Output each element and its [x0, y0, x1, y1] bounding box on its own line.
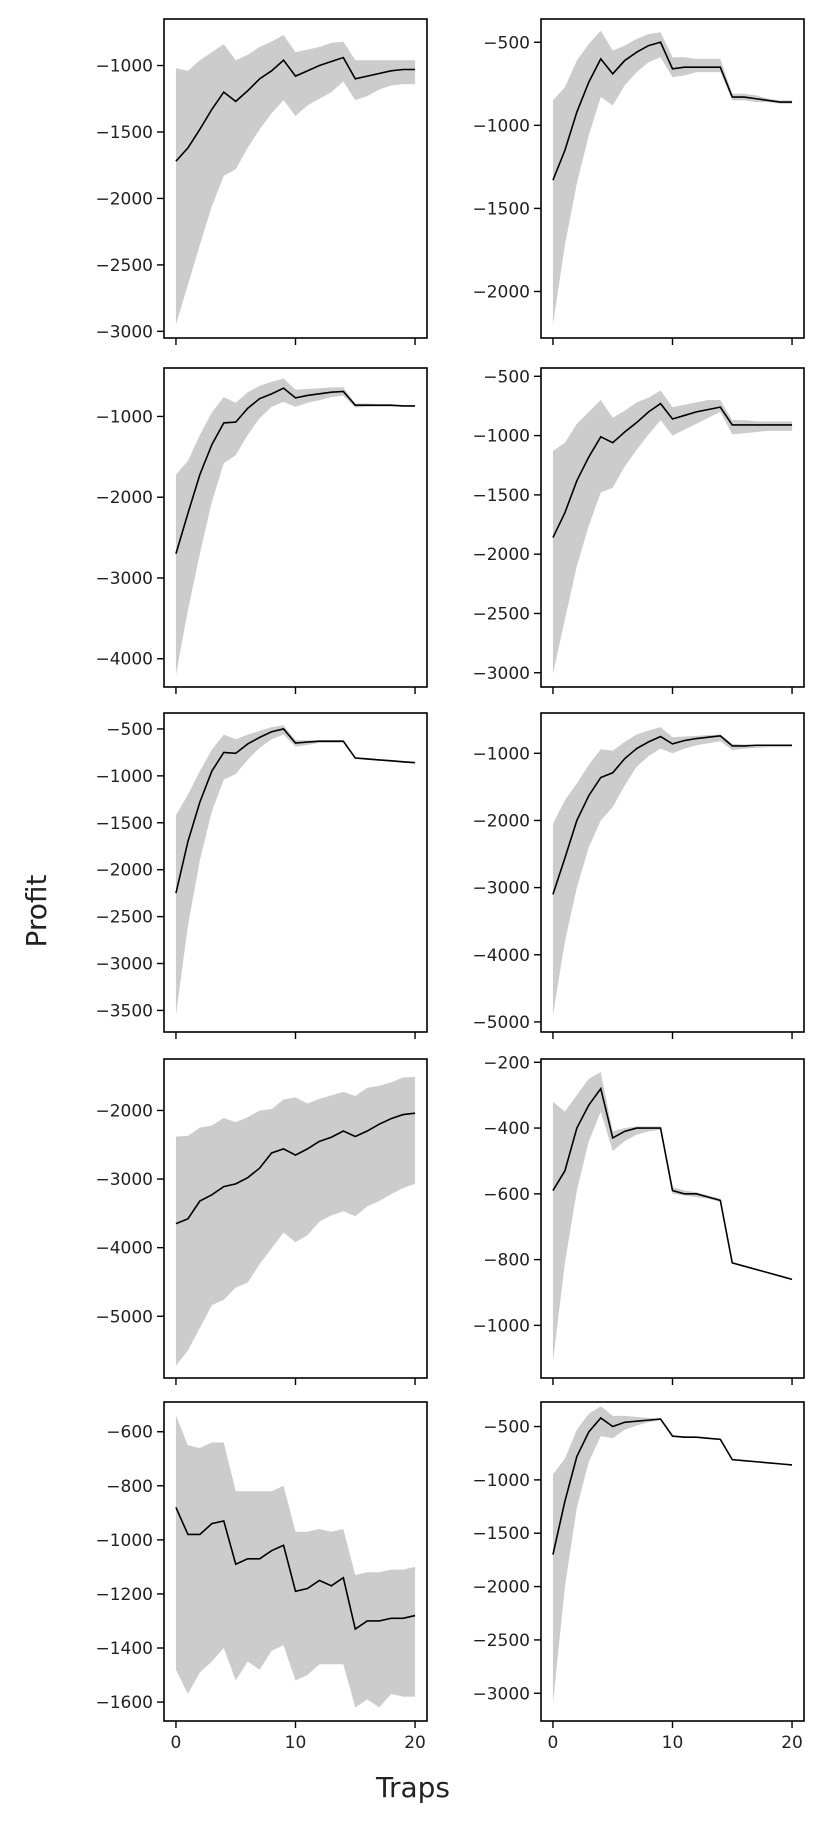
series-line: [552, 41, 793, 181]
confidence-band: [552, 30, 793, 325]
y-tick-label: −800: [483, 1251, 530, 1271]
y-axis-title: Profit: [20, 874, 53, 947]
series-line: [175, 728, 416, 894]
x-tick-label: 10: [285, 1733, 307, 1753]
y-tick-label: −4000: [95, 650, 153, 670]
y-tick-label: −1000: [472, 427, 530, 447]
y-tick-label: −1000: [95, 57, 153, 77]
y-tick-label: −1000: [472, 1471, 530, 1491]
subplot-3: −4000 −3000 −2000 −1000: [95, 367, 428, 694]
y-tick-label: −3000: [472, 1684, 530, 1704]
y-tick-label: −500: [483, 1418, 530, 1438]
subplot-4: −3000 −2500 −2000 −1500 −1000 −500: [472, 367, 805, 694]
y-tick-label: −4000: [95, 1239, 153, 1259]
confidence-band: [552, 390, 793, 674]
y-tick-label: −2500: [95, 256, 153, 276]
y-tick-label: −3000: [95, 955, 153, 975]
x-tick-label: 0: [548, 1733, 559, 1753]
y-tick-label: −600: [106, 1423, 153, 1443]
confidence-band: [175, 1415, 416, 1708]
confidence-band: [175, 1076, 416, 1366]
x-tick-label: 10: [662, 1733, 684, 1753]
subplot-10: −3000 −2500 −2000 −1500 −1000 −500 0 10 20: [472, 1401, 805, 1753]
y-tick-label: −2000: [472, 811, 530, 831]
subplot-9: −1600 −1400 −1200 −1000 −800 −600 0 10 20: [95, 1401, 428, 1753]
y-tick-label: −400: [483, 1119, 530, 1139]
y-tick-label: −1500: [95, 123, 153, 143]
y-tick-label: −2500: [472, 604, 530, 624]
confidence-band: [175, 378, 416, 675]
y-tick-label: −2000: [472, 545, 530, 565]
x-axis-title: Traps: [375, 1771, 450, 1804]
y-tick-label: −2000: [95, 861, 153, 881]
y-tick-label: −1500: [472, 486, 530, 506]
x-tick-label: 20: [404, 1733, 426, 1753]
y-tick-label: −500: [483, 33, 530, 53]
y-tick-label: −2500: [95, 908, 153, 928]
y-tick-label: −500: [483, 367, 530, 387]
subplot-7: −5000 −4000 −3000 −2000: [95, 1058, 428, 1385]
y-tick-label: −500: [106, 720, 153, 740]
y-tick-label: −2000: [95, 189, 153, 209]
confidence-band: [175, 34, 416, 325]
subplot-grid: −3000−2500−2000−1500−1000−2000−1500−1000…: [95, 18, 805, 1753]
x-tick-label: 0: [171, 1733, 182, 1753]
series-line: [552, 734, 793, 895]
subplot-5: −3500 −3000 −2500 −2000 −1500 −1000 −500: [95, 712, 428, 1039]
subplot-2: −2000 −1500 −1000 −500: [472, 18, 805, 345]
y-tick-label: −1000: [472, 1316, 530, 1336]
y-tick-label: −1000: [472, 116, 530, 136]
x-tick-label: 20: [781, 1733, 803, 1753]
series-line: [552, 1416, 793, 1555]
y-tick-label: −2000: [95, 1101, 153, 1121]
series-line: [175, 1112, 416, 1225]
y-tick-label: −5000: [472, 1013, 530, 1033]
y-tick-label: −2500: [472, 1631, 530, 1651]
confidence-band: [552, 1072, 793, 1362]
y-tick-label: −1400: [95, 1639, 153, 1659]
y-tick-label: −1500: [472, 199, 530, 219]
y-tick-label: −200: [483, 1053, 530, 1073]
confidence-band: [552, 727, 793, 1016]
series-line: [552, 1086, 793, 1281]
series-line: [552, 402, 793, 538]
y-tick-label: −2000: [95, 488, 153, 508]
y-tick-label: −3000: [472, 879, 530, 899]
y-tick-label: −3000: [95, 322, 153, 342]
y-tick-label: −1200: [95, 1585, 153, 1605]
y-tick-label: −1000: [472, 744, 530, 764]
y-tick-label: −1000: [95, 1531, 153, 1551]
y-tick-label: −1000: [95, 407, 153, 427]
series-line: [175, 387, 416, 554]
subplot-6: −5000 −4000 −3000 −2000 −1000: [472, 712, 805, 1039]
y-tick-label: −1000: [95, 767, 153, 787]
y-tick-label: −3500: [95, 1001, 153, 1021]
confidence-band: [552, 1406, 793, 1704]
y-tick-label: −2000: [472, 1578, 530, 1598]
y-tick-label: −800: [106, 1477, 153, 1497]
y-tick-label: −3000: [95, 1170, 153, 1190]
y-tick-label: −4000: [472, 946, 530, 966]
y-tick-label: −600: [483, 1185, 530, 1205]
y-tick-label: −1500: [472, 1524, 530, 1544]
series-line: [175, 56, 416, 162]
subplot-8: −1000 −800 −600 −400 −200: [472, 1053, 805, 1385]
confidence-band: [175, 725, 416, 1016]
y-tick-label: −1600: [95, 1693, 153, 1713]
y-tick-label: −3000: [472, 664, 530, 684]
subplot-1: −3000 −2500 −2000 −1500 −1000: [95, 18, 428, 345]
y-tick-label: −5000: [95, 1307, 153, 1327]
series-line: [175, 1507, 416, 1631]
y-tick-label: −3000: [95, 569, 153, 589]
y-tick-label: −2000: [472, 282, 530, 302]
y-tick-label: −1500: [95, 814, 153, 834]
